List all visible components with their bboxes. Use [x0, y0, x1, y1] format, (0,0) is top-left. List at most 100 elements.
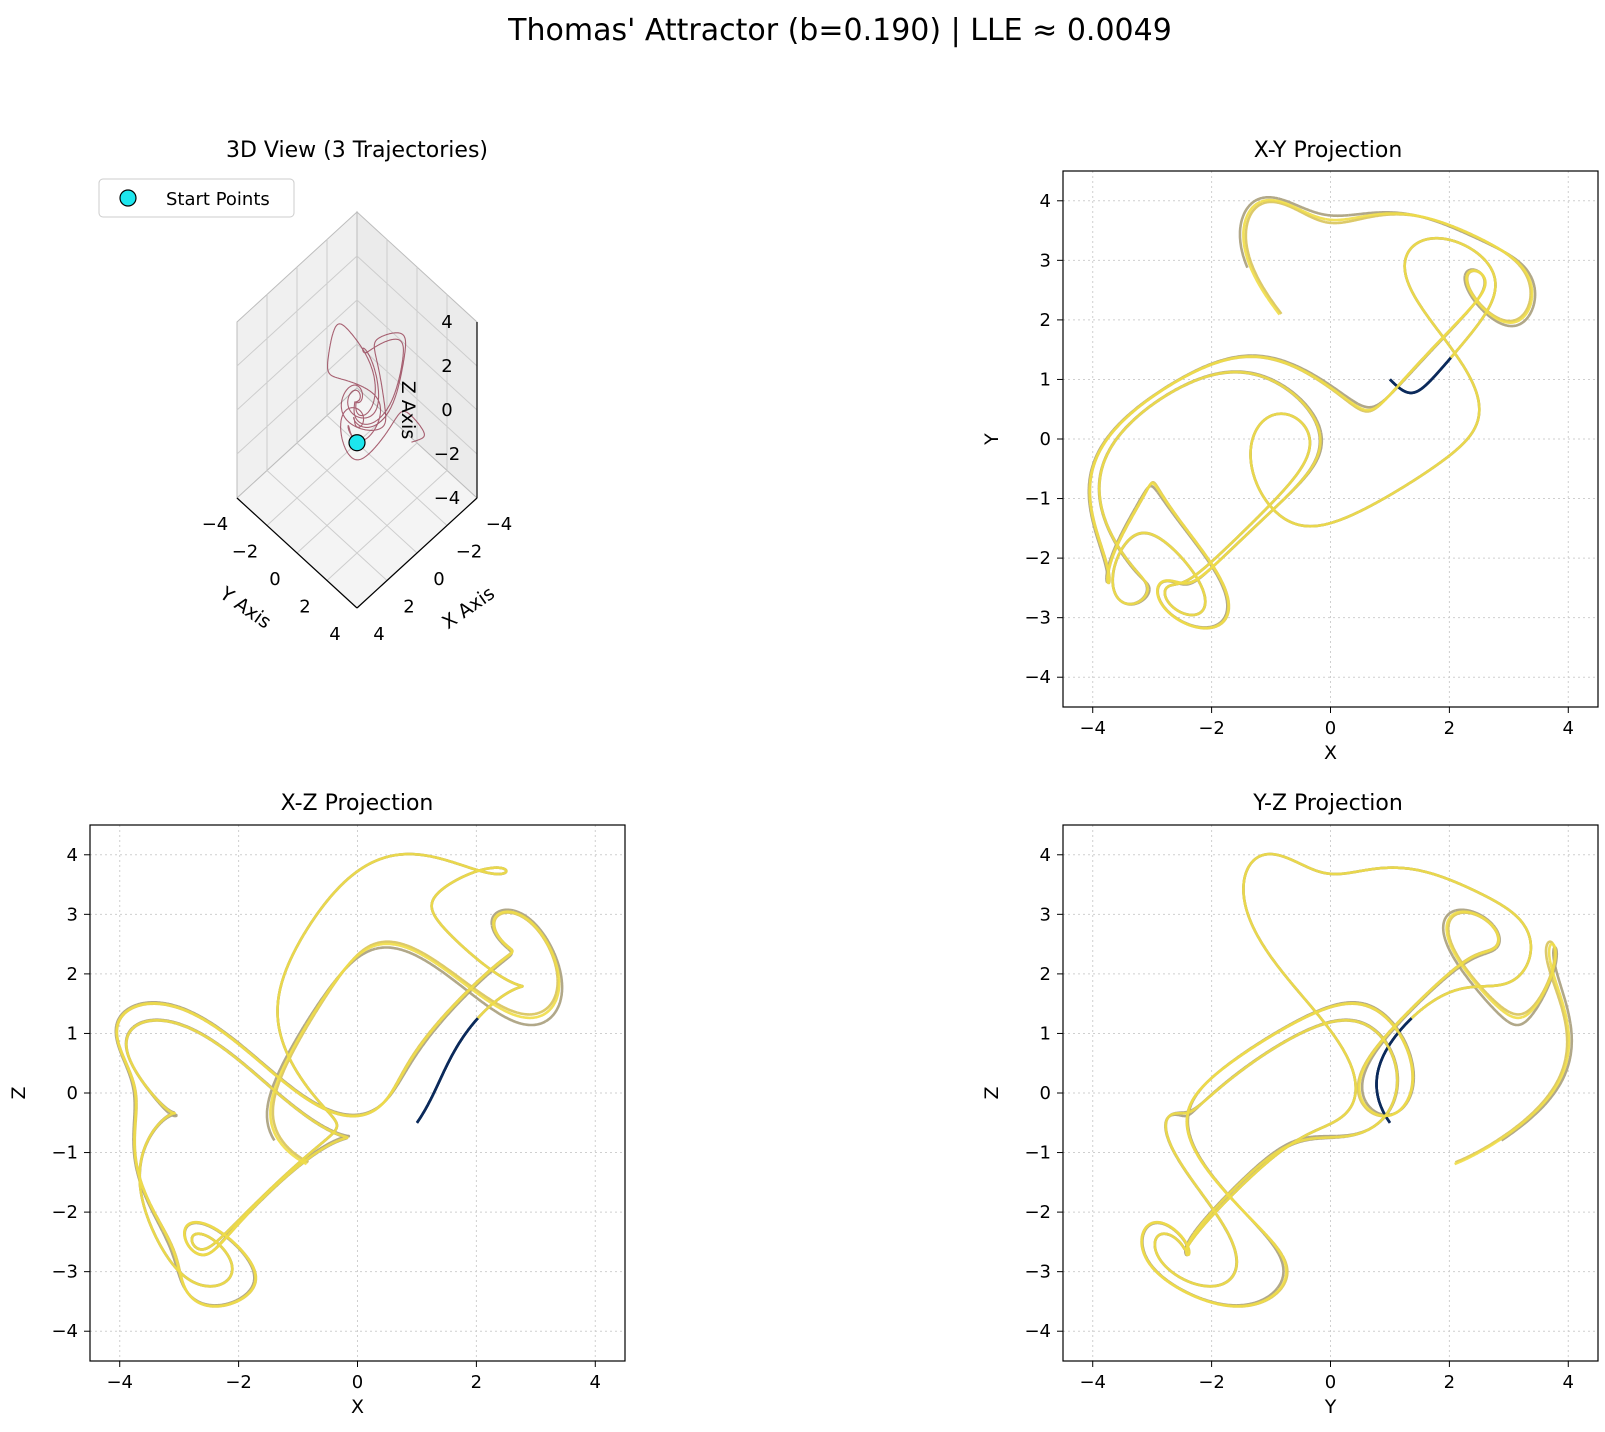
x-tick-label: −4 — [1079, 1372, 1106, 1393]
trajectory-line — [1197, 1188, 1239, 1272]
y-tick-label: −2 — [51, 1202, 78, 1223]
trajectory-line — [257, 1139, 339, 1204]
y-tick-label: 4 — [1040, 191, 1051, 212]
trajectory-line — [193, 1232, 223, 1248]
trajectory-line — [1410, 985, 1485, 1020]
x-tick-label-3d: −2 — [456, 542, 483, 563]
trajectory-line — [1230, 467, 1313, 550]
trajectory-line — [1185, 1270, 1237, 1288]
trajectory-line — [1479, 941, 1500, 956]
trajectory-line — [429, 958, 524, 1019]
trajectory-line — [1259, 198, 1327, 221]
trajectory-line — [1141, 1221, 1172, 1236]
trajectory-line — [1274, 412, 1312, 456]
trajectory-line — [1118, 483, 1152, 541]
trajectory-line — [125, 1018, 175, 1062]
trajectory-line — [1167, 1233, 1185, 1249]
trajectory-group — [1140, 852, 1574, 1308]
trajectory-line — [1164, 1112, 1184, 1123]
trajectory-line — [1449, 284, 1497, 359]
trajectory-group — [1087, 196, 1537, 630]
trajectory-line — [1150, 533, 1202, 585]
trajectory-line — [1325, 212, 1404, 222]
trajectory-line — [1421, 869, 1508, 910]
y-tick-label: 2 — [67, 964, 78, 985]
trajectory-line — [133, 1109, 148, 1197]
trajectory-line — [1144, 1254, 1206, 1301]
trajectory-line — [1271, 852, 1338, 876]
z-tick-label-3d: 0 — [441, 400, 452, 421]
trajectory-line — [175, 1261, 205, 1306]
trajectory-line — [1388, 356, 1452, 395]
x-tick-label-3d: 2 — [403, 597, 414, 618]
trajectory-line — [1184, 1248, 1191, 1257]
z-axis-label-3d: Z Axis — [397, 381, 419, 439]
trajectory-line — [1158, 598, 1198, 629]
trajectory-line — [1186, 548, 1233, 585]
grid-line-3d — [356, 299, 478, 411]
x-tick-label: 0 — [1325, 1372, 1336, 1393]
trajectory-line — [212, 1189, 270, 1245]
panel-yz-title: Y-Z Projection — [1252, 791, 1403, 816]
trajectory-line — [188, 1010, 336, 1114]
grid-line-3d — [266, 470, 388, 581]
trajectory-line — [136, 1000, 281, 1079]
x-tick-label: 2 — [1444, 718, 1455, 739]
x-axis-label: Y — [1324, 1396, 1337, 1418]
y-tick-label-3d: −4 — [202, 514, 229, 535]
trajectory-line — [1475, 269, 1487, 291]
trajectory-line — [430, 907, 484, 965]
legend-label: Start Points — [166, 189, 270, 210]
trajectory-line — [1359, 990, 1430, 1077]
trajectory-line — [1153, 1232, 1170, 1248]
trajectory-line — [1111, 570, 1135, 606]
trajectory-line — [1441, 909, 1457, 957]
trajectory-line — [1420, 869, 1508, 910]
trajectory-line — [1262, 1001, 1380, 1042]
trajectory-line — [191, 1248, 216, 1257]
y-tick-label-3d: 2 — [299, 597, 310, 618]
x-axis-label: X — [1324, 742, 1337, 764]
trajectory-line — [247, 1143, 331, 1214]
trajectory-line — [1506, 907, 1533, 965]
trajectory-line — [1193, 582, 1207, 617]
trajectory-line — [430, 869, 479, 910]
trajectory-line — [1445, 917, 1472, 978]
y-tick-label: 2 — [1040, 310, 1051, 331]
y-tick-label: −3 — [51, 1262, 78, 1283]
z-tick-label-3d: 2 — [441, 356, 452, 377]
trajectory-line — [1358, 1075, 1397, 1118]
trajectory-line — [439, 960, 505, 1025]
trajectory-line — [160, 1103, 176, 1115]
trajectory-line — [1249, 413, 1276, 511]
trajectory-line — [1506, 991, 1547, 1027]
trajectory-line — [1111, 569, 1136, 606]
trajectory-line — [1219, 1139, 1302, 1204]
trajectory-line — [467, 990, 547, 1027]
trajectory-line — [1240, 453, 1310, 535]
y-tick-label: 0 — [1040, 429, 1051, 450]
trajectory-line — [276, 939, 304, 1081]
trajectory-line — [1251, 1261, 1288, 1306]
trajectory-line — [1403, 236, 1457, 263]
trajectory-line — [129, 1060, 163, 1106]
trajectory-line — [1164, 1120, 1201, 1191]
trajectory-line — [1186, 1069, 1222, 1147]
trajectory-line — [1254, 1018, 1362, 1062]
trajectory-line — [1161, 355, 1309, 392]
trajectory-line — [1242, 852, 1273, 941]
x-tick-label: 4 — [590, 1372, 601, 1393]
trajectory-line — [1494, 245, 1534, 300]
x-tick-label: −2 — [225, 1372, 252, 1393]
trajectory-line — [516, 977, 560, 1016]
trajectory-line — [1545, 959, 1569, 1059]
trajectory-line — [1164, 579, 1189, 585]
trajectory-line — [132, 1018, 256, 1074]
figure-title: Thomas' Attractor (b=0.190) | LLE ≈ 0.00… — [507, 13, 1172, 48]
trajectory-line — [1314, 1079, 1357, 1133]
panel-xz-title: X-Z Projection — [281, 791, 434, 816]
trajectory-line — [269, 1058, 308, 1166]
trajectory-line — [1166, 600, 1196, 617]
panel-xz-projection: X-Z Projection −4 −2 0 2 4 −4 −3 −2 −1 0 1 2 3 4 X Z — [8, 791, 626, 1418]
trajectory-line — [1258, 939, 1357, 1081]
